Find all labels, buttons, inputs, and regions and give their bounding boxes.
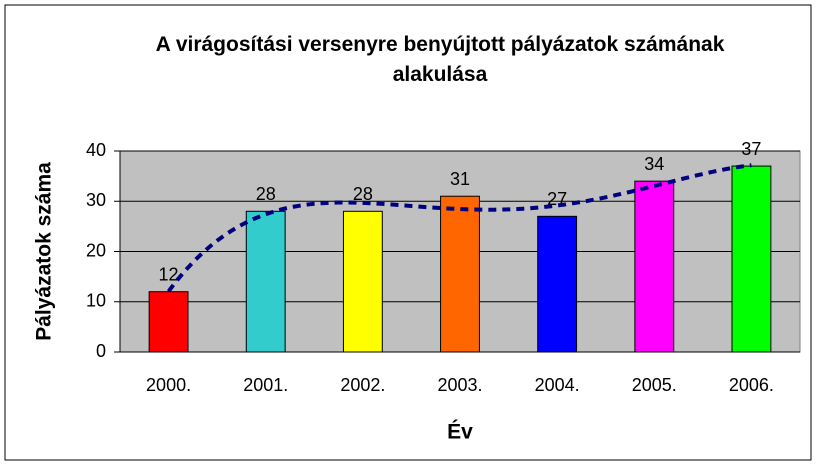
x-tick-label: 2001. <box>243 375 288 395</box>
y-tick-label: 0 <box>96 341 106 361</box>
data-label: 34 <box>644 154 664 174</box>
x-tick-label: 2000. <box>146 375 191 395</box>
y-tick-label: 30 <box>86 190 106 210</box>
y-axis-label: Pályázatok száma <box>33 162 56 341</box>
bar <box>634 180 675 353</box>
bar <box>537 215 578 353</box>
bar <box>731 165 772 353</box>
x-tick-label: 2006. <box>729 375 774 395</box>
bar <box>245 210 286 353</box>
x-tick-label: 2002. <box>340 375 385 395</box>
data-label: 31 <box>450 169 470 189</box>
data-label: 12 <box>159 264 179 284</box>
x-tick-label: 2004. <box>535 375 580 395</box>
bar <box>342 210 383 353</box>
data-label: 28 <box>256 184 276 204</box>
data-label: 28 <box>353 184 373 204</box>
x-axis-label: Év <box>447 421 473 444</box>
x-tick-label: 2005. <box>632 375 677 395</box>
data-label: 37 <box>741 139 761 159</box>
bar <box>440 195 480 353</box>
trendline <box>167 163 752 293</box>
chart-title: A virágosítási versenyre benyújtott pály… <box>155 33 725 86</box>
y-tick-label: 10 <box>86 291 106 311</box>
x-tick-label: 2003. <box>437 375 482 395</box>
y-tick-label: 20 <box>86 240 106 260</box>
y-tick-label: 40 <box>86 140 106 160</box>
bar <box>148 291 189 353</box>
